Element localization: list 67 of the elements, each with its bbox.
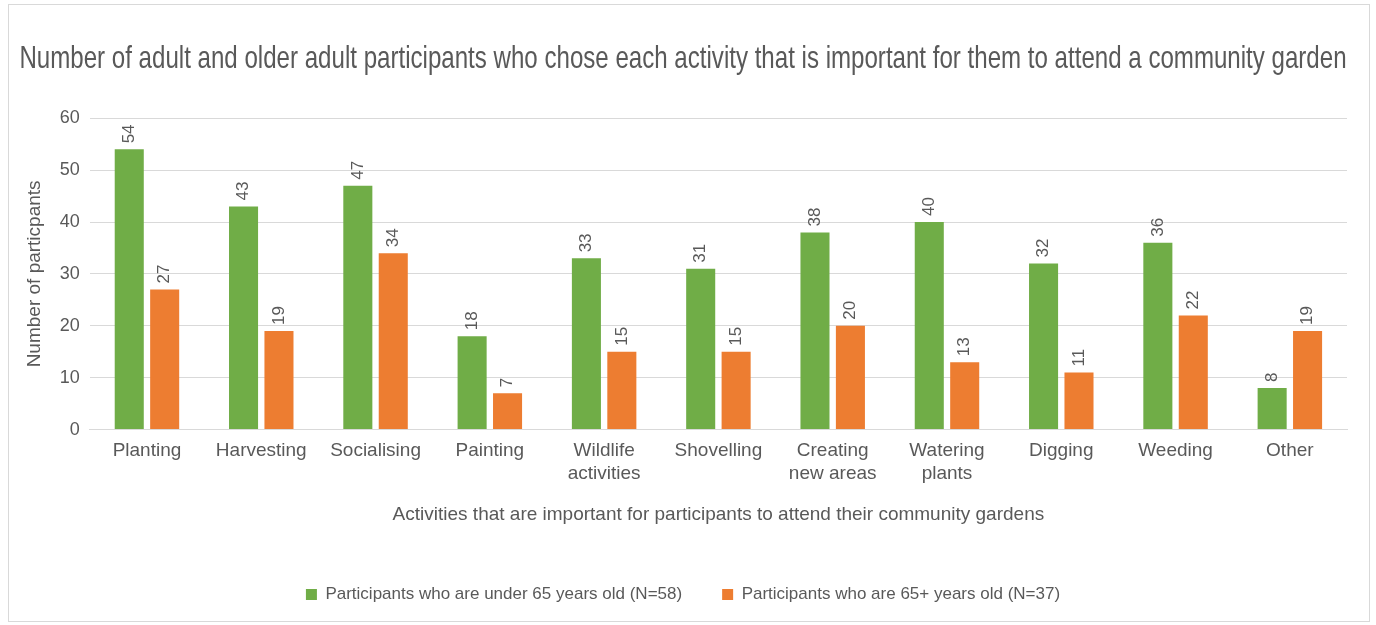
x-tick-label: Digging bbox=[1029, 439, 1094, 461]
bar bbox=[493, 393, 523, 430]
data-label: 19 bbox=[1297, 306, 1317, 325]
y-tick-label: 10 bbox=[59, 366, 80, 387]
y-tick-label: 50 bbox=[59, 159, 80, 180]
data-label: 18 bbox=[461, 311, 481, 331]
bar bbox=[686, 268, 716, 430]
x-tick-label: Shovelling bbox=[674, 439, 763, 461]
data-label: 54 bbox=[118, 124, 138, 144]
x-tick-label: Weeding bbox=[1138, 439, 1213, 461]
legend-label: Participants who are under 65 years old (N=58) bbox=[325, 584, 683, 604]
x-tick-label: Harvesting bbox=[215, 439, 307, 461]
data-label: 13 bbox=[954, 337, 974, 357]
data-label: 15 bbox=[725, 326, 745, 346]
data-label: 19 bbox=[268, 306, 288, 325]
y-tick-label: 20 bbox=[59, 314, 80, 335]
data-label: 36 bbox=[1147, 217, 1167, 237]
x-tick-label: Watering plants bbox=[909, 439, 985, 484]
x-tick-label: Painting bbox=[455, 439, 525, 461]
data-label: 11 bbox=[1068, 348, 1088, 367]
bar bbox=[150, 289, 180, 430]
data-label: 40 bbox=[918, 197, 938, 216]
y-tick-label: 30 bbox=[59, 262, 80, 283]
y-axis-title: Number of particpants bbox=[22, 180, 44, 368]
bar bbox=[1064, 372, 1094, 430]
data-label: 32 bbox=[1033, 238, 1053, 258]
data-label: 20 bbox=[840, 300, 860, 320]
bar bbox=[378, 253, 408, 430]
bar bbox=[1029, 263, 1059, 430]
bar bbox=[721, 351, 751, 430]
legend-label: Participants who are 65+ years old (N=37) bbox=[741, 584, 1061, 604]
bar bbox=[1257, 388, 1287, 430]
data-label: 34 bbox=[382, 228, 402, 248]
bar bbox=[114, 149, 144, 430]
data-label: 8 bbox=[1261, 372, 1281, 383]
y-tick-label: 60 bbox=[59, 107, 80, 128]
x-axis-title: Activities that are important for participants to attend their community gardens bbox=[392, 502, 1045, 524]
x-tick-label: Creating new areas bbox=[788, 439, 877, 484]
data-label: 43 bbox=[233, 181, 253, 201]
bar bbox=[914, 222, 944, 430]
data-label: 7 bbox=[497, 377, 517, 388]
x-tick-label: Wildlife activities bbox=[567, 439, 641, 484]
bar bbox=[1178, 315, 1208, 430]
data-label: 27 bbox=[154, 264, 174, 284]
bar bbox=[264, 330, 294, 430]
bar bbox=[607, 351, 637, 430]
bar bbox=[950, 362, 980, 430]
bar bbox=[800, 232, 830, 430]
bar bbox=[1143, 242, 1173, 430]
data-label: 15 bbox=[611, 326, 631, 346]
data-label: 33 bbox=[576, 233, 596, 253]
x-tick-label: Other bbox=[1266, 439, 1315, 461]
y-tick-label: 40 bbox=[59, 210, 80, 231]
bar bbox=[229, 206, 259, 430]
data-label: 38 bbox=[804, 207, 824, 227]
bar bbox=[835, 325, 865, 430]
bar bbox=[457, 336, 487, 430]
bar bbox=[1293, 330, 1323, 430]
data-label: 47 bbox=[347, 160, 367, 180]
y-tick-label: 0 bbox=[69, 418, 80, 439]
bar bbox=[571, 258, 601, 430]
x-tick-label: Planting bbox=[112, 439, 182, 461]
data-label: 22 bbox=[1182, 290, 1202, 310]
bar bbox=[343, 185, 373, 430]
x-tick-label: Socialising bbox=[330, 439, 421, 461]
data-label: 31 bbox=[690, 243, 710, 263]
chart-title: Number of adult and older adult participants who chose each activity that is important for them to attend a community garden bbox=[19, 40, 1347, 75]
